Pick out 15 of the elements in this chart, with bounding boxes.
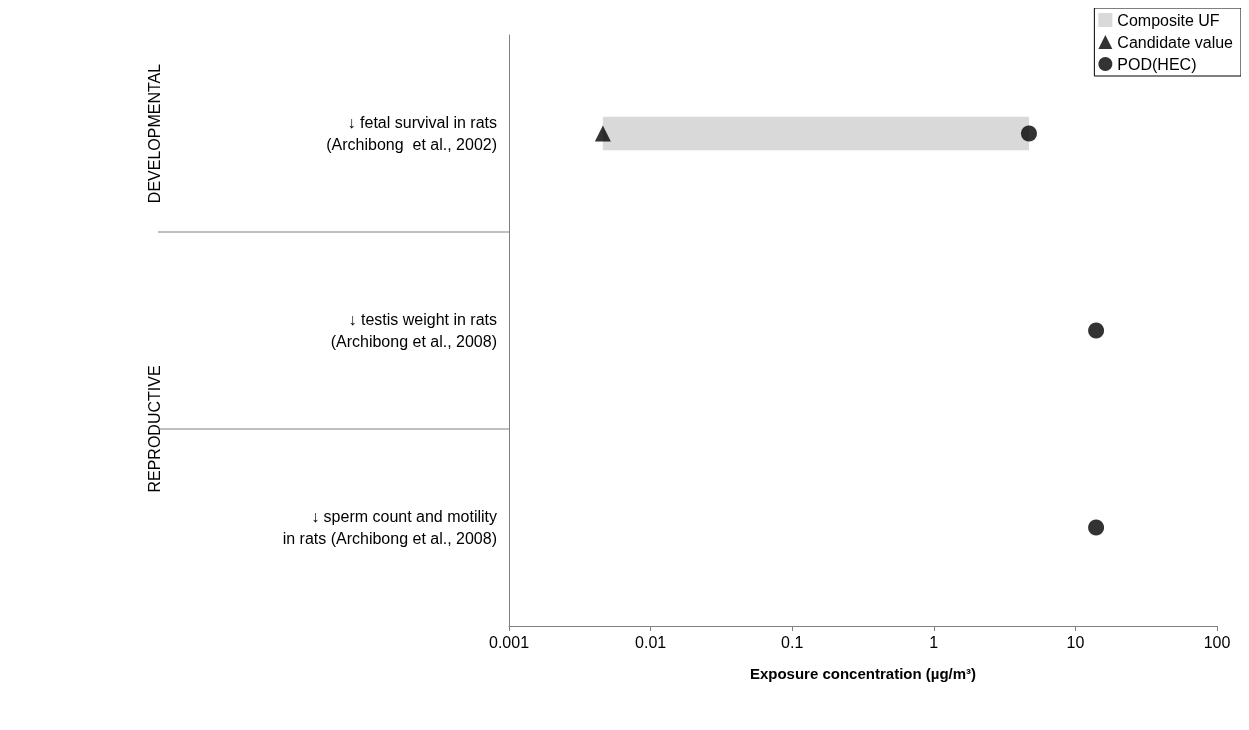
legend-label: Candidate value — [1117, 33, 1234, 51]
x-tick-label: 100 — [1203, 633, 1231, 651]
y-tick-label: ↓ testis weight in rats (Archibong et al., 2008) — [330, 311, 497, 350]
text: DEVELOPMENTAL — [145, 63, 163, 204]
x-tick-label: 0.01 — [635, 633, 667, 651]
x-tick-label: 1 — [929, 633, 939, 651]
legend-label: POD(HEC) — [1117, 55, 1197, 73]
x-tick-label: 0.1 — [781, 633, 804, 651]
y-tick-label: ↓ sperm count and motility in rats (Archibong et al., 2008) — [282, 508, 497, 547]
legend-label: Composite UF — [1117, 11, 1220, 29]
y-tick-label: ↓ fetal survival in rats (Archibong et al., 2002) — [326, 114, 497, 153]
x-axis-title: Exposure concentration (µg/m³) — [749, 665, 977, 682]
x-tick-label: 0.001 — [488, 633, 530, 651]
x-tick-label: 10 — [1066, 633, 1085, 651]
text: REPRODUCTIVE — [145, 365, 163, 493]
